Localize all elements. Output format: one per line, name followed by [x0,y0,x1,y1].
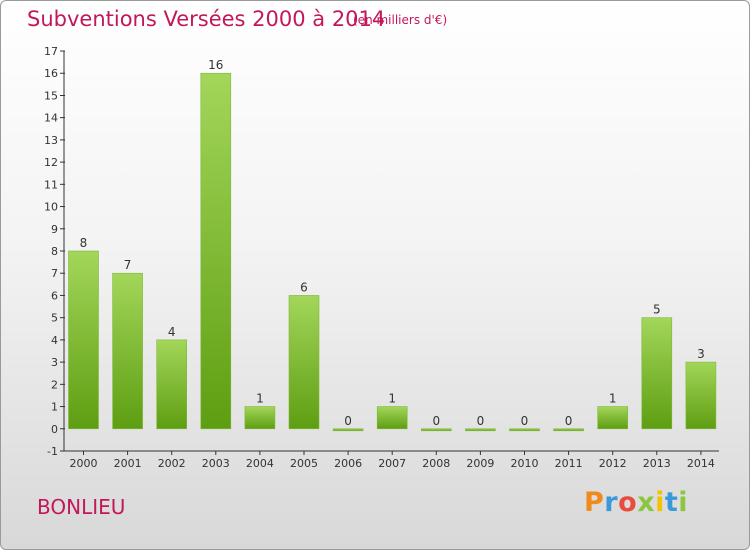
bar [597,406,629,430]
logo-letter: o [618,487,638,518]
logo-letter: t [664,487,679,518]
chart-unit: (en milliers d'€) [353,13,448,27]
y-tick-label: 17 [44,45,58,58]
y-tick-label: 0 [51,423,58,436]
y-tick-label: 1 [51,401,58,414]
bar-value-label: 0 [344,414,352,428]
x-tick-label: 2005 [290,457,318,470]
bar [553,428,584,432]
chart-title: Subventions Versées 2000 à 2014 [27,7,386,31]
x-tick-label: 2004 [246,457,274,470]
bar [685,361,717,430]
x-tick-label: 2009 [466,457,494,470]
y-tick-label: 3 [51,356,58,369]
x-tick-label: 2011 [555,457,583,470]
y-tick-label: 16 [44,67,58,80]
bar-value-label: 1 [256,392,264,406]
x-tick-label: 2002 [158,457,186,470]
bar-value-label: 0 [477,414,485,428]
bar [68,250,99,430]
bar-value-label: 3 [697,347,705,361]
bar-value-label: 0 [565,414,573,428]
y-tick-label: 9 [51,223,58,236]
labels: 8 2000 7 2001 4 2002 16 2003 1 2004 6 2005 0 2006 1 200… [70,58,715,470]
y-tick-label: 6 [51,289,58,302]
y-tick-label: 15 [44,89,58,102]
bar-value-label: 0 [432,414,440,428]
bar [332,428,364,432]
bar [288,295,320,430]
y-tick-label: 8 [51,245,58,258]
bar-value-label: 0 [521,414,529,428]
bar [200,72,232,430]
bar-value-label: 7 [124,258,132,272]
logo-letter: r [604,487,619,518]
x-tick-label: 2006 [334,457,362,470]
bar [244,406,276,430]
bar [465,428,496,432]
y-tick-label: 5 [51,312,58,325]
y-tick-label: 4 [51,334,58,347]
x-tick-label: 2000 [70,457,98,470]
bar [376,406,408,430]
bar-value-label: 5 [653,303,661,317]
x-tick-label: 2013 [643,457,671,470]
y-tick-label: 13 [44,134,58,147]
y-tick-label: -1 [47,445,58,458]
x-tick-label: 2007 [378,457,406,470]
bar [509,428,540,432]
x-tick-label: 2003 [202,457,230,470]
x-tick-label: 2014 [687,457,715,470]
proxiti-logo[interactable]: Proxiti [584,487,688,518]
bar [641,317,673,430]
bar-value-label: 1 [609,392,617,406]
logo-letter: x [637,487,656,518]
y-tick-label: 10 [44,201,58,214]
bar [156,339,187,430]
y-tick-label: 11 [44,178,58,191]
x-tick-label: 2008 [422,457,450,470]
y-tick-label: 14 [44,112,58,125]
city-name: BONLIEU [37,495,126,519]
bars [68,72,717,432]
bar-value-label: 16 [208,58,223,72]
y-tick-label: 12 [44,156,58,169]
bar [112,272,143,430]
x-tick-label: 2010 [511,457,539,470]
bar-value-label: 8 [80,236,88,250]
logo-letter: i [678,487,689,518]
y-tick-label: 7 [51,267,58,280]
bar-value-label: 6 [300,280,308,294]
bar-value-label: 1 [388,392,396,406]
y-tick-label: 2 [51,378,58,391]
x-tick-label: 2012 [599,457,627,470]
logo-letter: i [655,487,665,518]
logo-letter: P [584,487,605,518]
x-tick-label: 2001 [114,457,142,470]
bar [420,428,452,432]
bar-value-label: 4 [168,325,176,339]
